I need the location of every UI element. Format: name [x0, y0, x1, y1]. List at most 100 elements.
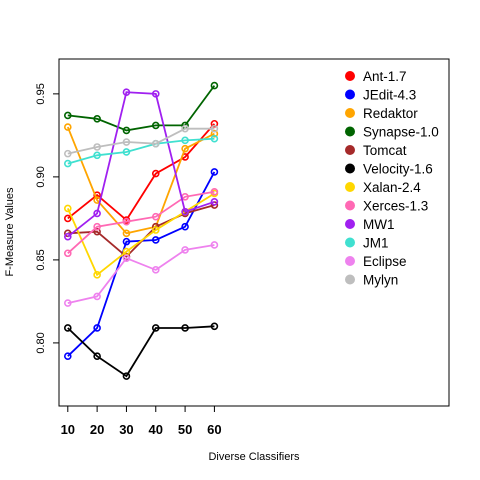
- series-line: [67, 91, 215, 238]
- x-tick-label: 60: [207, 422, 221, 437]
- legend-label: Xalan-2.4: [363, 180, 421, 195]
- series-line: [67, 85, 216, 132]
- series-line: [66, 126, 215, 235]
- legend-item: JM1: [345, 236, 389, 251]
- data-point: [63, 299, 72, 307]
- x-tick-label: 40: [149, 422, 163, 437]
- data-point: [151, 226, 160, 234]
- x-axis-title: Diverse Classifiers: [208, 451, 300, 463]
- data-point: [122, 217, 131, 226]
- series-10: [63, 241, 219, 307]
- data-point: [210, 188, 219, 196]
- data-point: [93, 271, 101, 279]
- legend-label: JEdit-4.3: [363, 88, 416, 103]
- legend-label: Xerces-1.3: [363, 199, 428, 214]
- series-line: [67, 325, 215, 378]
- legend-item: Mylyn: [345, 273, 398, 288]
- x-axis: 10 20 30 40 50 60: [61, 405, 222, 437]
- data-point: [63, 214, 72, 223]
- legend-swatch: [345, 182, 355, 192]
- data-point: [210, 322, 219, 331]
- data-point: [210, 119, 219, 128]
- series-layer: [63, 81, 219, 380]
- data-point: [210, 129, 219, 138]
- series-line: [67, 190, 215, 254]
- y-tick-label: 0.80: [35, 332, 47, 353]
- data-point: [181, 144, 189, 153]
- legend-label: Redaktor: [363, 106, 418, 121]
- legend-label: Tomcat: [363, 143, 407, 158]
- series-line: [66, 192, 215, 277]
- legend-swatch: [345, 274, 355, 285]
- legend-swatch: [345, 219, 355, 229]
- series-line: [67, 244, 215, 304]
- data-point: [63, 204, 72, 213]
- y-tick-label: 0.90: [35, 166, 47, 187]
- series-5: [63, 322, 219, 380]
- series-9: [63, 134, 219, 168]
- legend-label: Synapse-1.0: [363, 125, 439, 140]
- data-point: [63, 159, 72, 168]
- legend-item: Ant-1.7: [345, 69, 407, 84]
- legend-swatch: [345, 256, 355, 266]
- data-point: [63, 149, 72, 158]
- y-axis: 0.80 0.85 0.90 0.95: [35, 83, 60, 354]
- legend-item: Tomcat: [345, 143, 407, 158]
- data-point: [151, 90, 160, 98]
- legend-item: Xerces-1.3: [345, 199, 428, 214]
- data-point: [93, 222, 101, 231]
- data-point: [210, 134, 219, 143]
- legend-label: Velocity-1.6: [363, 162, 433, 177]
- legend-item: Eclipse: [345, 254, 407, 269]
- legend-item: JEdit-4.3: [345, 88, 416, 103]
- series-11: [63, 124, 219, 158]
- data-point: [93, 352, 101, 360]
- x-tick-label: 50: [178, 422, 192, 437]
- data-point: [122, 372, 131, 380]
- legend-swatch: [345, 163, 355, 174]
- data-point: [181, 207, 189, 216]
- x-tick-label: 20: [90, 422, 104, 437]
- data-point: [151, 139, 160, 148]
- legend-swatch: [345, 126, 355, 137]
- legend-swatch: [345, 108, 355, 118]
- y-tick-label: 0.95: [35, 83, 47, 104]
- legend-item: Xalan-2.4: [345, 180, 421, 195]
- x-tick-label: 10: [61, 422, 75, 437]
- data-point: [151, 266, 160, 274]
- x-tick-label: 30: [119, 422, 133, 437]
- legend-item: Redaktor: [345, 106, 418, 121]
- legend-label: Ant-1.7: [363, 69, 407, 84]
- data-point: [93, 292, 101, 301]
- data-point: [151, 324, 160, 332]
- data-point: [210, 81, 219, 90]
- series-7: [63, 188, 219, 258]
- data-point: [181, 124, 189, 133]
- legend-swatch: [345, 89, 355, 100]
- legend-swatch: [345, 237, 355, 248]
- data-point: [122, 126, 131, 135]
- data-point: [63, 232, 72, 241]
- legend-swatch: [345, 200, 355, 211]
- data-point: [63, 352, 72, 360]
- data-point: [210, 241, 219, 249]
- data-point: [151, 121, 160, 130]
- data-point: [122, 229, 131, 238]
- data-point: [151, 212, 160, 221]
- data-point: [210, 168, 219, 176]
- legend-label: Eclipse: [363, 254, 407, 269]
- data-point: [93, 209, 101, 218]
- data-point: [63, 249, 72, 258]
- y-axis-title: F-Measure Values: [4, 187, 16, 277]
- series-8: [63, 88, 219, 241]
- data-point: [93, 151, 101, 160]
- data-point: [181, 246, 189, 254]
- series-line: [67, 123, 216, 222]
- legend-label: MW1: [363, 217, 395, 232]
- data-point: [181, 324, 189, 332]
- data-point: [151, 169, 160, 178]
- data-point: [63, 324, 72, 332]
- data-point: [63, 111, 72, 120]
- data-point: [93, 324, 101, 332]
